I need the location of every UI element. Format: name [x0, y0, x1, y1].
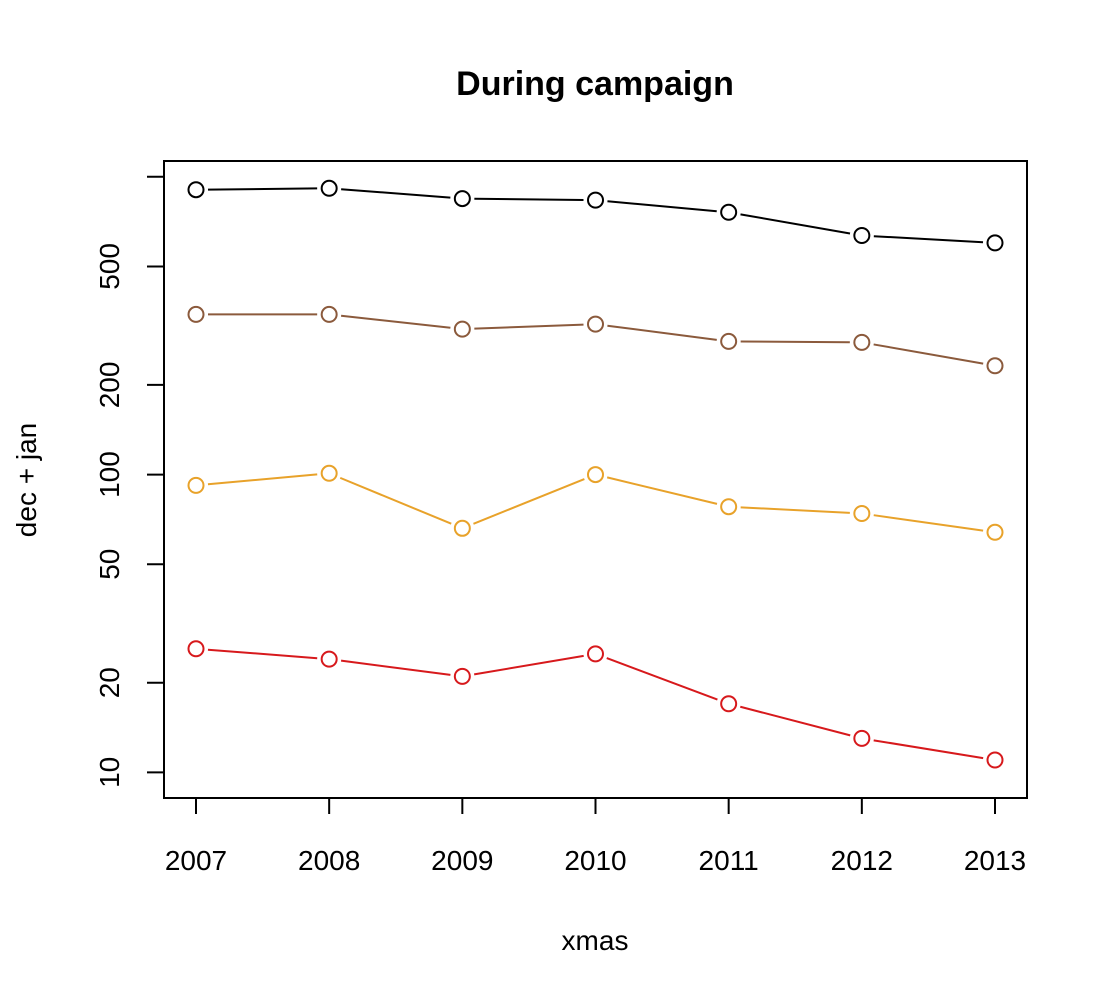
- y-tick-label: 20: [94, 667, 125, 698]
- series-line-segment: [873, 235, 984, 244]
- y-tick-label: 50: [94, 549, 125, 580]
- x-axis-label: xmas: [562, 925, 629, 956]
- series-line-segment: [473, 478, 585, 525]
- data-point: [320, 650, 338, 668]
- data-point: [187, 181, 205, 199]
- data-point: [587, 315, 604, 333]
- y-tick-label: 200: [94, 362, 125, 409]
- data-point: [986, 523, 1004, 541]
- series-line-segment: [340, 659, 451, 676]
- data-point: [320, 179, 338, 197]
- data-point: [853, 227, 871, 245]
- data-point: [587, 645, 604, 663]
- data-point: [986, 751, 1004, 769]
- series-line-segment: [207, 473, 318, 486]
- y-axis-label: dec + jan: [11, 423, 42, 537]
- series-line-segment: [606, 476, 718, 505]
- data-point: [720, 332, 738, 350]
- series-line-segment: [740, 705, 851, 737]
- series-line-segment: [740, 213, 851, 235]
- series-line-segment: [740, 340, 850, 344]
- x-tick-label: 2013: [964, 845, 1026, 876]
- series-line-segment: [606, 657, 718, 701]
- series-1: [187, 179, 1004, 252]
- x-tick-label: 2011: [699, 845, 759, 876]
- y-axis: 10 20 50 100 200 500: [94, 175, 165, 788]
- series-line-segment: [473, 654, 584, 676]
- data-point: [587, 466, 604, 484]
- series-line-segment: [474, 197, 584, 201]
- data-point: [187, 476, 205, 494]
- series-line-segment: [339, 476, 452, 525]
- y-tick-label: 500: [94, 243, 125, 290]
- x-tick-label: 2010: [564, 845, 626, 876]
- series-line-segment: [474, 323, 584, 330]
- data-point: [187, 640, 205, 658]
- y-tick-label: 100: [94, 451, 125, 498]
- chart-title: During campaign: [456, 65, 734, 103]
- series-line-segment: [607, 324, 717, 341]
- x-tick-label: 2008: [298, 845, 360, 876]
- data-point: [320, 464, 338, 482]
- series-3: [187, 464, 1004, 541]
- data-point: [986, 357, 1004, 375]
- x-tick-label: 2012: [831, 845, 893, 876]
- series-4: [187, 640, 1004, 769]
- data-point: [587, 191, 604, 209]
- series-line-segment: [341, 188, 451, 199]
- series-line-segment: [340, 314, 451, 329]
- series-layer: [187, 179, 1004, 769]
- series-line-segment: [873, 514, 984, 532]
- data-point: [720, 498, 738, 516]
- data-point: [853, 333, 871, 351]
- data-point: [986, 234, 1004, 252]
- data-point: [853, 505, 871, 523]
- data-point: [720, 695, 738, 713]
- x-axis: 2007 2008 2009 2010 2011 2012 2013: [165, 797, 1026, 876]
- series-line-segment: [207, 187, 318, 191]
- series-line-segment: [873, 343, 984, 365]
- series-2: [187, 305, 1004, 375]
- data-point: [720, 203, 738, 221]
- data-point: [853, 729, 871, 747]
- data-point: [187, 305, 205, 323]
- x-tick-label: 2007: [165, 845, 227, 876]
- x-tick-label: 2009: [431, 845, 493, 876]
- series-line-segment: [873, 739, 984, 760]
- plot-frame: [163, 160, 1028, 799]
- series-line-segment: [207, 648, 318, 660]
- series-line-segment: [607, 200, 717, 213]
- data-point: [453, 667, 471, 685]
- data-point: [453, 190, 471, 208]
- data-point: [320, 305, 338, 323]
- data-point: [453, 519, 471, 537]
- data-point: [453, 320, 471, 338]
- y-tick-label: 10: [94, 757, 125, 788]
- series-line-segment: [740, 506, 850, 514]
